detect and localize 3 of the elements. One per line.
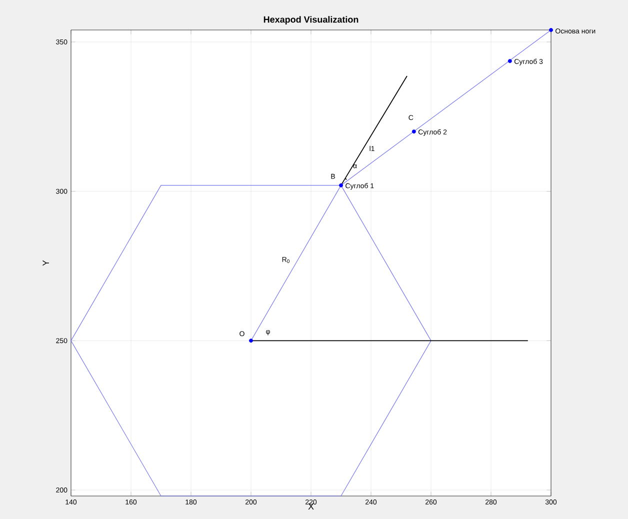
x-axis-title: X: [308, 503, 314, 510]
chart-title: Hexapod Visualization: [264, 16, 358, 24]
y-axis-title: Y: [42, 260, 49, 266]
